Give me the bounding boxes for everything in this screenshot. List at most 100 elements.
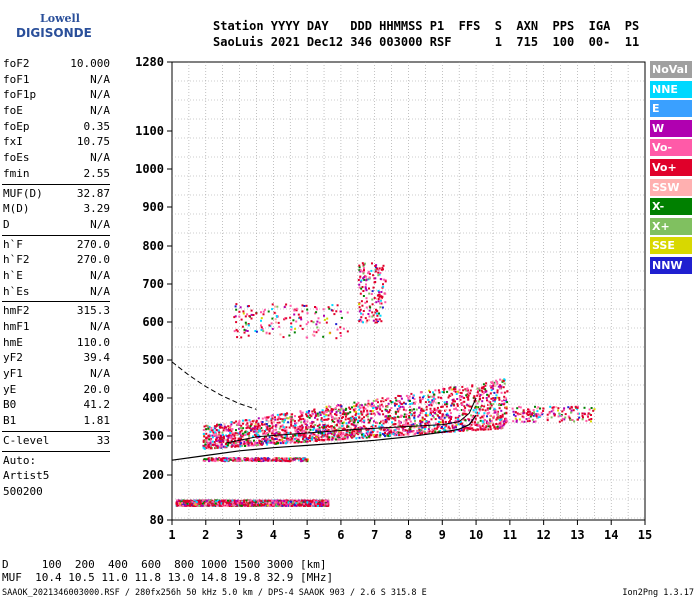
param-row: fmin 2.55 <box>2 166 110 182</box>
echo-point <box>322 308 325 311</box>
echo-point <box>276 499 279 502</box>
echo-point <box>411 397 414 399</box>
echo-point <box>316 320 319 323</box>
echo-point <box>441 426 443 428</box>
echo-point <box>335 337 338 340</box>
echo-point <box>403 424 406 426</box>
x-tick-label: 2 <box>202 528 209 542</box>
echo-point <box>480 404 483 407</box>
echo-point <box>236 330 239 333</box>
echo-point <box>473 398 476 400</box>
echo-point <box>321 426 324 429</box>
y-tick-label: 80 <box>150 513 164 527</box>
echo-point <box>405 433 408 436</box>
param-label: foEs <box>3 151 30 165</box>
echo-point <box>370 413 373 415</box>
echo-point <box>235 328 238 331</box>
echo-point <box>281 420 284 423</box>
echo-point <box>300 431 303 433</box>
echo-point <box>291 499 294 502</box>
echo-point <box>220 436 223 439</box>
echo-point <box>262 500 264 503</box>
echo-point <box>342 416 344 419</box>
echo-point <box>287 431 290 434</box>
echo-point <box>468 409 470 412</box>
echo-point <box>464 388 467 391</box>
echo-point <box>461 413 464 416</box>
echo-point <box>409 426 412 429</box>
echo-point <box>478 389 481 392</box>
echo-point <box>294 422 296 425</box>
echo-point <box>325 429 328 432</box>
echo-point <box>476 391 479 394</box>
echo-point <box>337 434 340 437</box>
echo-point <box>239 306 242 309</box>
echo-point <box>434 418 437 421</box>
echo-point <box>266 425 269 428</box>
echo-point <box>321 438 323 441</box>
echo-point <box>342 436 345 439</box>
echo-point <box>313 433 316 436</box>
echo-point <box>421 416 424 419</box>
echo-point <box>345 431 348 434</box>
echo-point <box>219 441 222 444</box>
echo-point <box>447 427 450 430</box>
echo-point <box>225 426 227 429</box>
echo-point <box>298 415 301 418</box>
echo-point <box>441 391 444 393</box>
echo-point <box>490 397 493 400</box>
echo-point <box>249 499 252 502</box>
echo-point <box>489 425 492 428</box>
echo-point <box>276 418 279 421</box>
echo-point <box>383 399 385 402</box>
echo-point <box>220 440 223 443</box>
echo-point <box>389 400 392 402</box>
echo-point <box>268 499 271 502</box>
echo-point <box>405 420 408 423</box>
echo-point <box>386 405 389 408</box>
x-tick-label: 5 <box>304 528 311 542</box>
echo-point <box>321 419 324 422</box>
echo-point <box>285 317 288 320</box>
echo-point <box>464 419 467 422</box>
echo-point <box>302 499 305 502</box>
param-row: yF2 39.4 <box>2 350 110 366</box>
echo-point <box>294 441 296 444</box>
echo-point <box>490 389 493 392</box>
echo-point <box>225 429 228 432</box>
echo-point <box>220 443 223 446</box>
echo-point <box>316 428 319 431</box>
echo-point <box>213 500 216 503</box>
echo-point <box>501 400 504 403</box>
echo-point <box>255 312 258 315</box>
echo-point <box>342 408 345 411</box>
echo-point <box>313 408 316 411</box>
echo-point <box>506 401 509 404</box>
echo-point <box>300 318 303 321</box>
echo-point <box>253 433 256 436</box>
echo-point <box>376 398 379 401</box>
echo-point <box>331 416 334 419</box>
echo-point <box>430 403 432 405</box>
echo-point <box>317 317 320 320</box>
echo-point <box>443 416 446 419</box>
echo-point <box>290 419 293 421</box>
echo-point <box>499 421 502 424</box>
echo-point <box>340 434 343 437</box>
echo-point <box>209 444 212 447</box>
echo-point <box>373 412 376 415</box>
echo-point <box>345 422 348 425</box>
echo-point <box>289 304 292 307</box>
echo-point <box>425 405 428 408</box>
echo-point <box>329 405 332 408</box>
echo-point <box>371 424 374 427</box>
param-value: N/A <box>90 320 110 333</box>
echo-point <box>278 427 281 430</box>
echo-point <box>251 427 254 430</box>
echo-point <box>279 425 282 428</box>
echo-point <box>444 425 447 428</box>
echo-point <box>427 394 430 397</box>
echo-point <box>215 438 217 441</box>
echo-point <box>400 432 403 435</box>
echo-point <box>263 423 266 426</box>
